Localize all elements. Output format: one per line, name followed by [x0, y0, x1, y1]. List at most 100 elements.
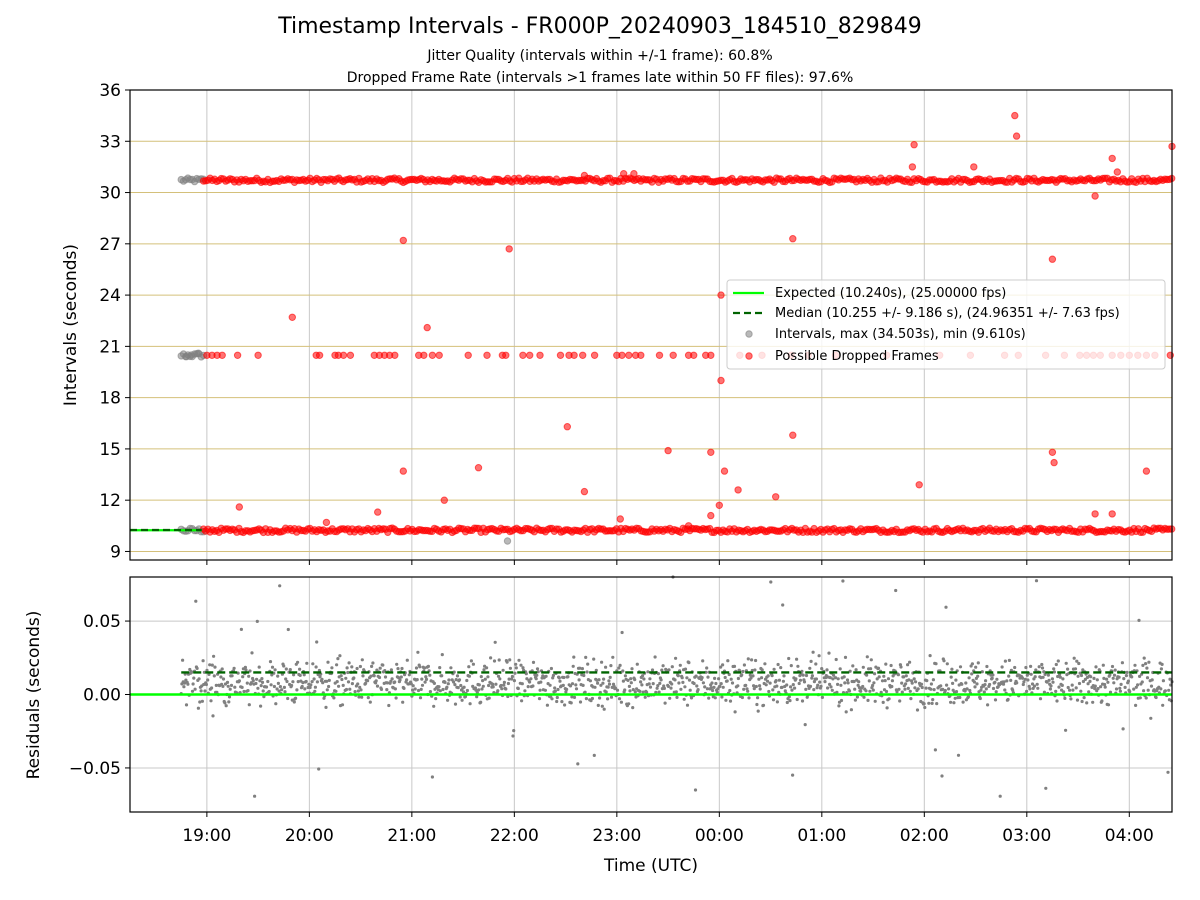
residual-point: [745, 687, 749, 691]
residual-point: [1096, 687, 1100, 691]
residual-point: [879, 690, 883, 694]
residual-point: [748, 673, 752, 677]
residual-point: [422, 666, 427, 670]
interval-point: [194, 349, 203, 357]
residual-point: [854, 668, 858, 672]
residual-point: [1042, 670, 1046, 674]
residual-point: [1112, 681, 1116, 685]
residual-point: [416, 650, 420, 654]
residual-point: [774, 679, 778, 683]
residual-point: [836, 682, 840, 687]
legend-dropped-label: Possible Dropped Frames: [775, 349, 939, 364]
residual-point: [789, 664, 793, 668]
residual-point: [201, 659, 205, 663]
residual-point: [326, 660, 330, 664]
residual-point: [361, 674, 365, 678]
residual-point: [315, 640, 319, 644]
residual-point: [1140, 680, 1144, 684]
residual-point: [923, 705, 927, 710]
residual-point: [524, 672, 528, 676]
residual-point: [577, 678, 581, 682]
residual-point: [876, 666, 881, 670]
x-tick-label-1900: 19:00: [182, 826, 231, 846]
residual-point: [338, 654, 342, 658]
residual-point: [1124, 674, 1128, 678]
residual-point: [1060, 683, 1064, 688]
residual-point: [861, 684, 865, 689]
dropped-frame-point: [717, 376, 725, 385]
residual-point: [420, 683, 425, 687]
dropped-frame-point: [339, 351, 348, 359]
residual-point: [1128, 690, 1132, 694]
residual-point: [1167, 688, 1171, 692]
residual-point: [865, 655, 869, 659]
residual-point: [685, 703, 690, 707]
residual-point: [648, 677, 652, 681]
dropped-frame-point: [464, 351, 472, 359]
residual-point: [998, 794, 1002, 798]
residual-point: [1024, 665, 1028, 670]
residual-point: [256, 686, 260, 690]
residual-point: [348, 687, 352, 691]
residual-point: [973, 685, 977, 689]
residual-point: [853, 687, 857, 691]
residual-point: [558, 679, 562, 683]
residual-point: [831, 677, 835, 681]
residual-point: [272, 684, 276, 689]
residual-point: [181, 658, 185, 662]
residual-point: [741, 669, 745, 674]
residual-point: [980, 670, 984, 674]
residual-point: [627, 702, 631, 706]
residual-point: [1030, 682, 1035, 686]
residual-point: [1021, 682, 1025, 687]
residual-point: [717, 677, 721, 681]
residual-point: [553, 689, 557, 693]
residual-point: [510, 674, 514, 679]
residual-point: [875, 677, 879, 681]
residual-point: [906, 686, 910, 691]
residual-point: [791, 683, 795, 687]
dropped-frame-point: [970, 163, 978, 171]
residual-point: [656, 684, 660, 688]
residual-point: [640, 683, 644, 687]
chart-title: Timestamp Intervals - FR000P_20240903_18…: [278, 14, 922, 39]
residual-point: [1134, 685, 1138, 689]
residual-point: [282, 685, 286, 690]
residual-point: [963, 689, 967, 693]
residual-point: [667, 668, 671, 672]
residual-point: [954, 678, 958, 682]
residual-point: [1145, 676, 1150, 680]
residual-point: [593, 685, 597, 689]
dropped-frame-point: [630, 170, 638, 178]
top-plot-points: [177, 111, 1176, 545]
residual-point: [861, 665, 865, 669]
legend-intervals-swatch: [745, 330, 753, 338]
residual-point: [853, 698, 858, 702]
residual-point: [1013, 665, 1017, 670]
residual-point: [775, 684, 779, 688]
dropped-frame-point: [1091, 510, 1099, 518]
residual-point: [467, 674, 471, 678]
residual-point: [1074, 686, 1078, 690]
dropped-frame-point: [233, 351, 242, 359]
residual-point: [320, 677, 324, 681]
residual-point: [1088, 679, 1092, 684]
residual-point: [578, 666, 582, 670]
residual-point: [1032, 684, 1037, 688]
residual-point: [782, 674, 786, 678]
residual-point: [260, 677, 264, 681]
residual-point: [1061, 677, 1065, 681]
residual-point: [502, 680, 506, 685]
dropped-frame-point: [288, 313, 296, 321]
residual-point: [1009, 668, 1014, 673]
residual-point: [393, 680, 397, 684]
residual-point: [432, 704, 436, 708]
residual-point: [839, 698, 844, 703]
dropped-frame-point: [391, 351, 399, 359]
residual-point: [1126, 679, 1130, 683]
residual-point: [261, 689, 265, 693]
residual-point: [859, 689, 863, 693]
residual-point: [358, 685, 362, 690]
residual-point: [659, 678, 663, 682]
